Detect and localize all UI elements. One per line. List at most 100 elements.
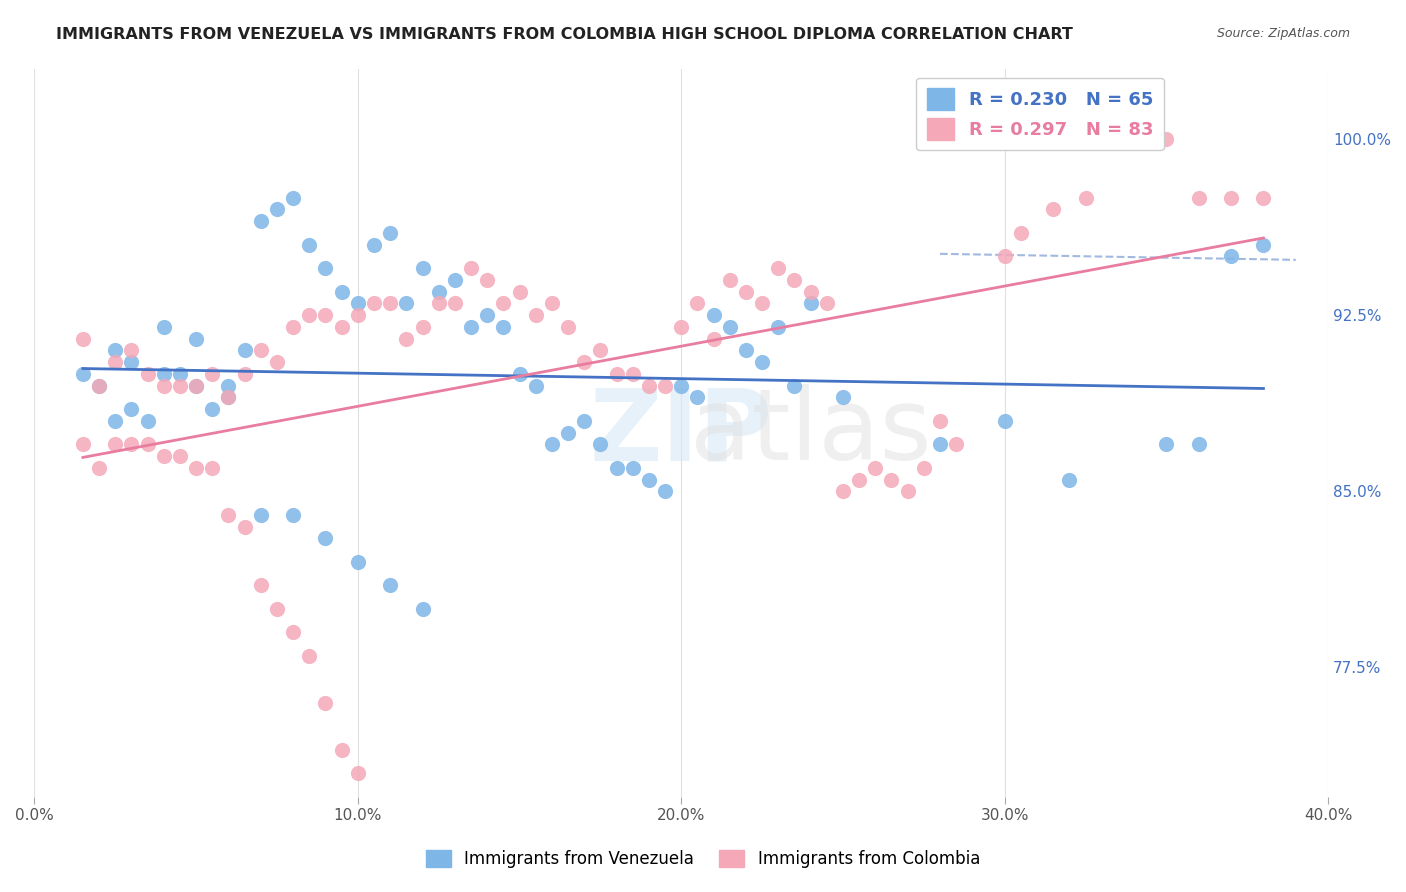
Point: [104, 355, 127, 369]
Point: [1220, 249, 1243, 263]
Point: [412, 261, 434, 276]
Point: [541, 437, 564, 451]
Point: [589, 343, 612, 358]
Point: [184, 460, 207, 475]
Point: [509, 367, 531, 381]
Point: [606, 367, 628, 381]
Point: [363, 237, 385, 252]
Point: [184, 332, 207, 346]
Point: [233, 343, 256, 358]
Point: [314, 531, 336, 545]
Point: [524, 378, 547, 392]
Point: [574, 355, 596, 369]
Point: [346, 766, 368, 780]
Point: [621, 367, 644, 381]
Point: [346, 308, 368, 322]
Point: [832, 390, 855, 404]
Point: [654, 484, 676, 499]
Point: [880, 473, 903, 487]
Point: [72, 437, 94, 451]
Point: [1010, 226, 1032, 240]
Point: [314, 308, 336, 322]
Point: [298, 308, 321, 322]
Text: atlas: atlas: [690, 384, 931, 481]
Point: [768, 261, 790, 276]
Point: [72, 367, 94, 381]
Point: [621, 460, 644, 475]
Point: [281, 508, 304, 522]
Point: [169, 367, 191, 381]
Point: [233, 519, 256, 533]
Point: [395, 296, 418, 310]
Point: [800, 285, 823, 299]
Point: [104, 414, 127, 428]
Point: [945, 437, 967, 451]
Point: [509, 285, 531, 299]
Point: [1220, 191, 1243, 205]
Point: [557, 319, 579, 334]
Point: [281, 625, 304, 640]
Point: [703, 332, 725, 346]
Point: [427, 285, 450, 299]
Point: [1188, 191, 1211, 205]
Legend: Immigrants from Venezuela, Immigrants from Colombia: Immigrants from Venezuela, Immigrants fr…: [419, 843, 987, 875]
Point: [136, 367, 159, 381]
Point: [184, 378, 207, 392]
Point: [703, 308, 725, 322]
Point: [152, 319, 174, 334]
Point: [120, 343, 142, 358]
Point: [686, 296, 709, 310]
Point: [524, 308, 547, 322]
Point: [281, 191, 304, 205]
Point: [929, 414, 952, 428]
Point: [201, 402, 224, 417]
Point: [201, 460, 224, 475]
Point: [346, 296, 368, 310]
Point: [249, 578, 271, 592]
Point: [298, 237, 321, 252]
Point: [87, 378, 110, 392]
Point: [378, 296, 401, 310]
Point: [1091, 132, 1114, 146]
Point: [169, 449, 191, 463]
Point: [330, 319, 353, 334]
Point: [735, 343, 758, 358]
Point: [671, 378, 693, 392]
Point: [152, 449, 174, 463]
Point: [994, 414, 1017, 428]
Point: [574, 414, 596, 428]
Point: [1156, 437, 1178, 451]
Point: [832, 484, 855, 499]
Point: [330, 285, 353, 299]
Point: [783, 378, 806, 392]
Point: [751, 355, 773, 369]
Point: [378, 226, 401, 240]
Point: [87, 378, 110, 392]
Point: [378, 578, 401, 592]
Point: [330, 742, 353, 756]
Point: [460, 319, 482, 334]
Point: [104, 437, 127, 451]
Point: [444, 273, 467, 287]
Point: [686, 390, 709, 404]
Point: [136, 437, 159, 451]
Point: [120, 402, 142, 417]
Point: [815, 296, 838, 310]
Point: [412, 601, 434, 615]
Point: [72, 332, 94, 346]
Point: [444, 296, 467, 310]
Point: [606, 460, 628, 475]
Point: [929, 437, 952, 451]
Point: [912, 460, 935, 475]
Point: [865, 460, 887, 475]
Text: Source: ZipAtlas.com: Source: ZipAtlas.com: [1216, 27, 1350, 40]
Point: [120, 437, 142, 451]
Point: [201, 367, 224, 381]
Legend: R = 0.230   N = 65, R = 0.297   N = 83: R = 0.230 N = 65, R = 0.297 N = 83: [917, 78, 1164, 151]
Point: [1188, 437, 1211, 451]
Point: [492, 319, 515, 334]
Point: [266, 202, 288, 217]
Point: [266, 601, 288, 615]
Point: [897, 484, 920, 499]
Point: [152, 367, 174, 381]
